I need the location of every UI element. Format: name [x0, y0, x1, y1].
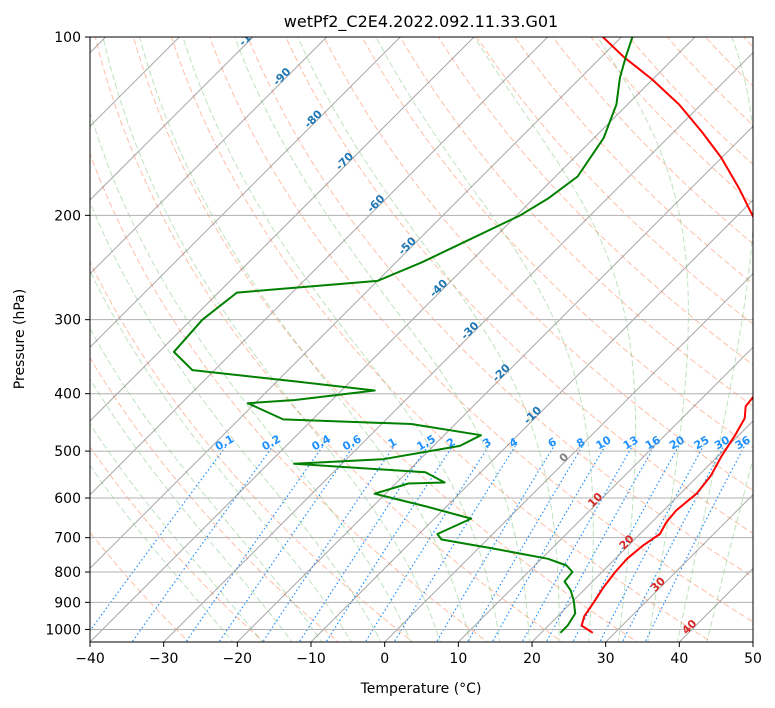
y-axis-label: Pressure (hPa)	[12, 289, 28, 389]
dry-adiabat	[247, 37, 753, 578]
mixing-ratio-line	[262, 445, 395, 642]
profile-lines	[172, 37, 753, 634]
x-tick-label: 50	[744, 651, 762, 667]
isotherm-line	[310, 199, 753, 642]
y-tick-label: 600	[54, 491, 81, 507]
x-tick-label: 20	[523, 651, 541, 667]
y-tick-label: 900	[54, 595, 81, 611]
x-tick-label: 0	[380, 651, 389, 667]
plot-background	[90, 37, 753, 642]
mixing-ratio-line	[218, 445, 355, 642]
dewpoint-line	[172, 37, 634, 634]
isotherm-line	[383, 272, 753, 642]
isotherm-line	[457, 346, 753, 642]
isotherm-line	[90, 37, 254, 201]
x-axis-label: Temperature (°C)	[360, 681, 482, 697]
y-tick-label: 200	[54, 208, 81, 224]
x-tick-label: 40	[670, 651, 688, 667]
mixing-ratio-line	[393, 445, 516, 642]
isotherm-line	[604, 493, 753, 642]
isotherm-line	[90, 37, 549, 496]
mixing-ratio-line	[364, 445, 490, 642]
isotherm-label: -100	[236, 20, 265, 49]
moist-adiabat	[297, 37, 560, 642]
y-tick-label: 800	[54, 565, 81, 581]
isotherm-line	[162, 51, 753, 642]
moist-adiabat	[182, 37, 501, 642]
dry-adiabat	[90, 152, 489, 642]
mixing-ratio-line	[572, 445, 680, 642]
y-tick-label: 100	[54, 30, 81, 46]
dry-adiabat	[514, 37, 753, 285]
chart-title: wetPf2_C2E4.2022.092.11.33.G01	[284, 12, 558, 32]
x-tick-label: 10	[449, 651, 467, 667]
x-tick-label: 30	[597, 651, 615, 667]
moist-adiabat	[597, 37, 689, 642]
moist-adiabat	[474, 37, 637, 642]
dry-adiabat	[769, 24, 775, 645]
isotherm-line	[752, 641, 753, 642]
moist-adiabat	[90, 377, 293, 642]
moist-adiabat	[90, 327, 323, 642]
mixing-ratio-line	[466, 445, 584, 642]
x-tick-label: −40	[75, 651, 105, 667]
dry-adiabat	[285, 37, 753, 535]
y-tick-label: 400	[54, 387, 81, 403]
y-tick-label: 500	[54, 444, 81, 460]
y-tick-label: 300	[54, 313, 81, 329]
axis-ticks: −40 −30 −20 −10 0 10 20 30 40 50 100 200 300 400 500 60…	[45, 30, 762, 667]
isotherm-line	[90, 37, 696, 642]
mixing-ratio-line	[185, 445, 324, 642]
mixing-ratio-line	[599, 445, 704, 642]
isotherm-line	[90, 37, 475, 422]
moist-adiabat	[139, 37, 471, 642]
dry-adiabat	[170, 37, 713, 642]
y-tick-label: 1000	[45, 622, 81, 638]
isotherm-line	[531, 420, 753, 642]
isotherm-line	[90, 37, 623, 570]
isotherm-line	[90, 37, 402, 349]
mixing-ratio-line	[298, 445, 429, 642]
isotherm-line	[236, 125, 753, 642]
y-tick-label: 700	[54, 531, 81, 547]
dry-adiabat	[476, 37, 753, 325]
dry-adiabat	[209, 37, 753, 623]
guide-lines	[90, 24, 775, 645]
plot-frame	[89, 36, 754, 643]
x-tick-label: −10	[296, 651, 326, 667]
moist-adiabat	[375, 37, 594, 642]
temperature-line	[580, 37, 753, 634]
moist-adiabat	[676, 37, 753, 642]
dry-adiabat	[323, 37, 753, 491]
dry-adiabat	[399, 37, 753, 407]
dry-adiabat	[361, 37, 753, 449]
x-tick-label: −20	[223, 651, 253, 667]
moist-adiabat	[102, 37, 441, 642]
mixing-ratio-line	[325, 445, 454, 642]
isotherm-line	[90, 37, 328, 275]
x-tick-label: −30	[149, 651, 179, 667]
